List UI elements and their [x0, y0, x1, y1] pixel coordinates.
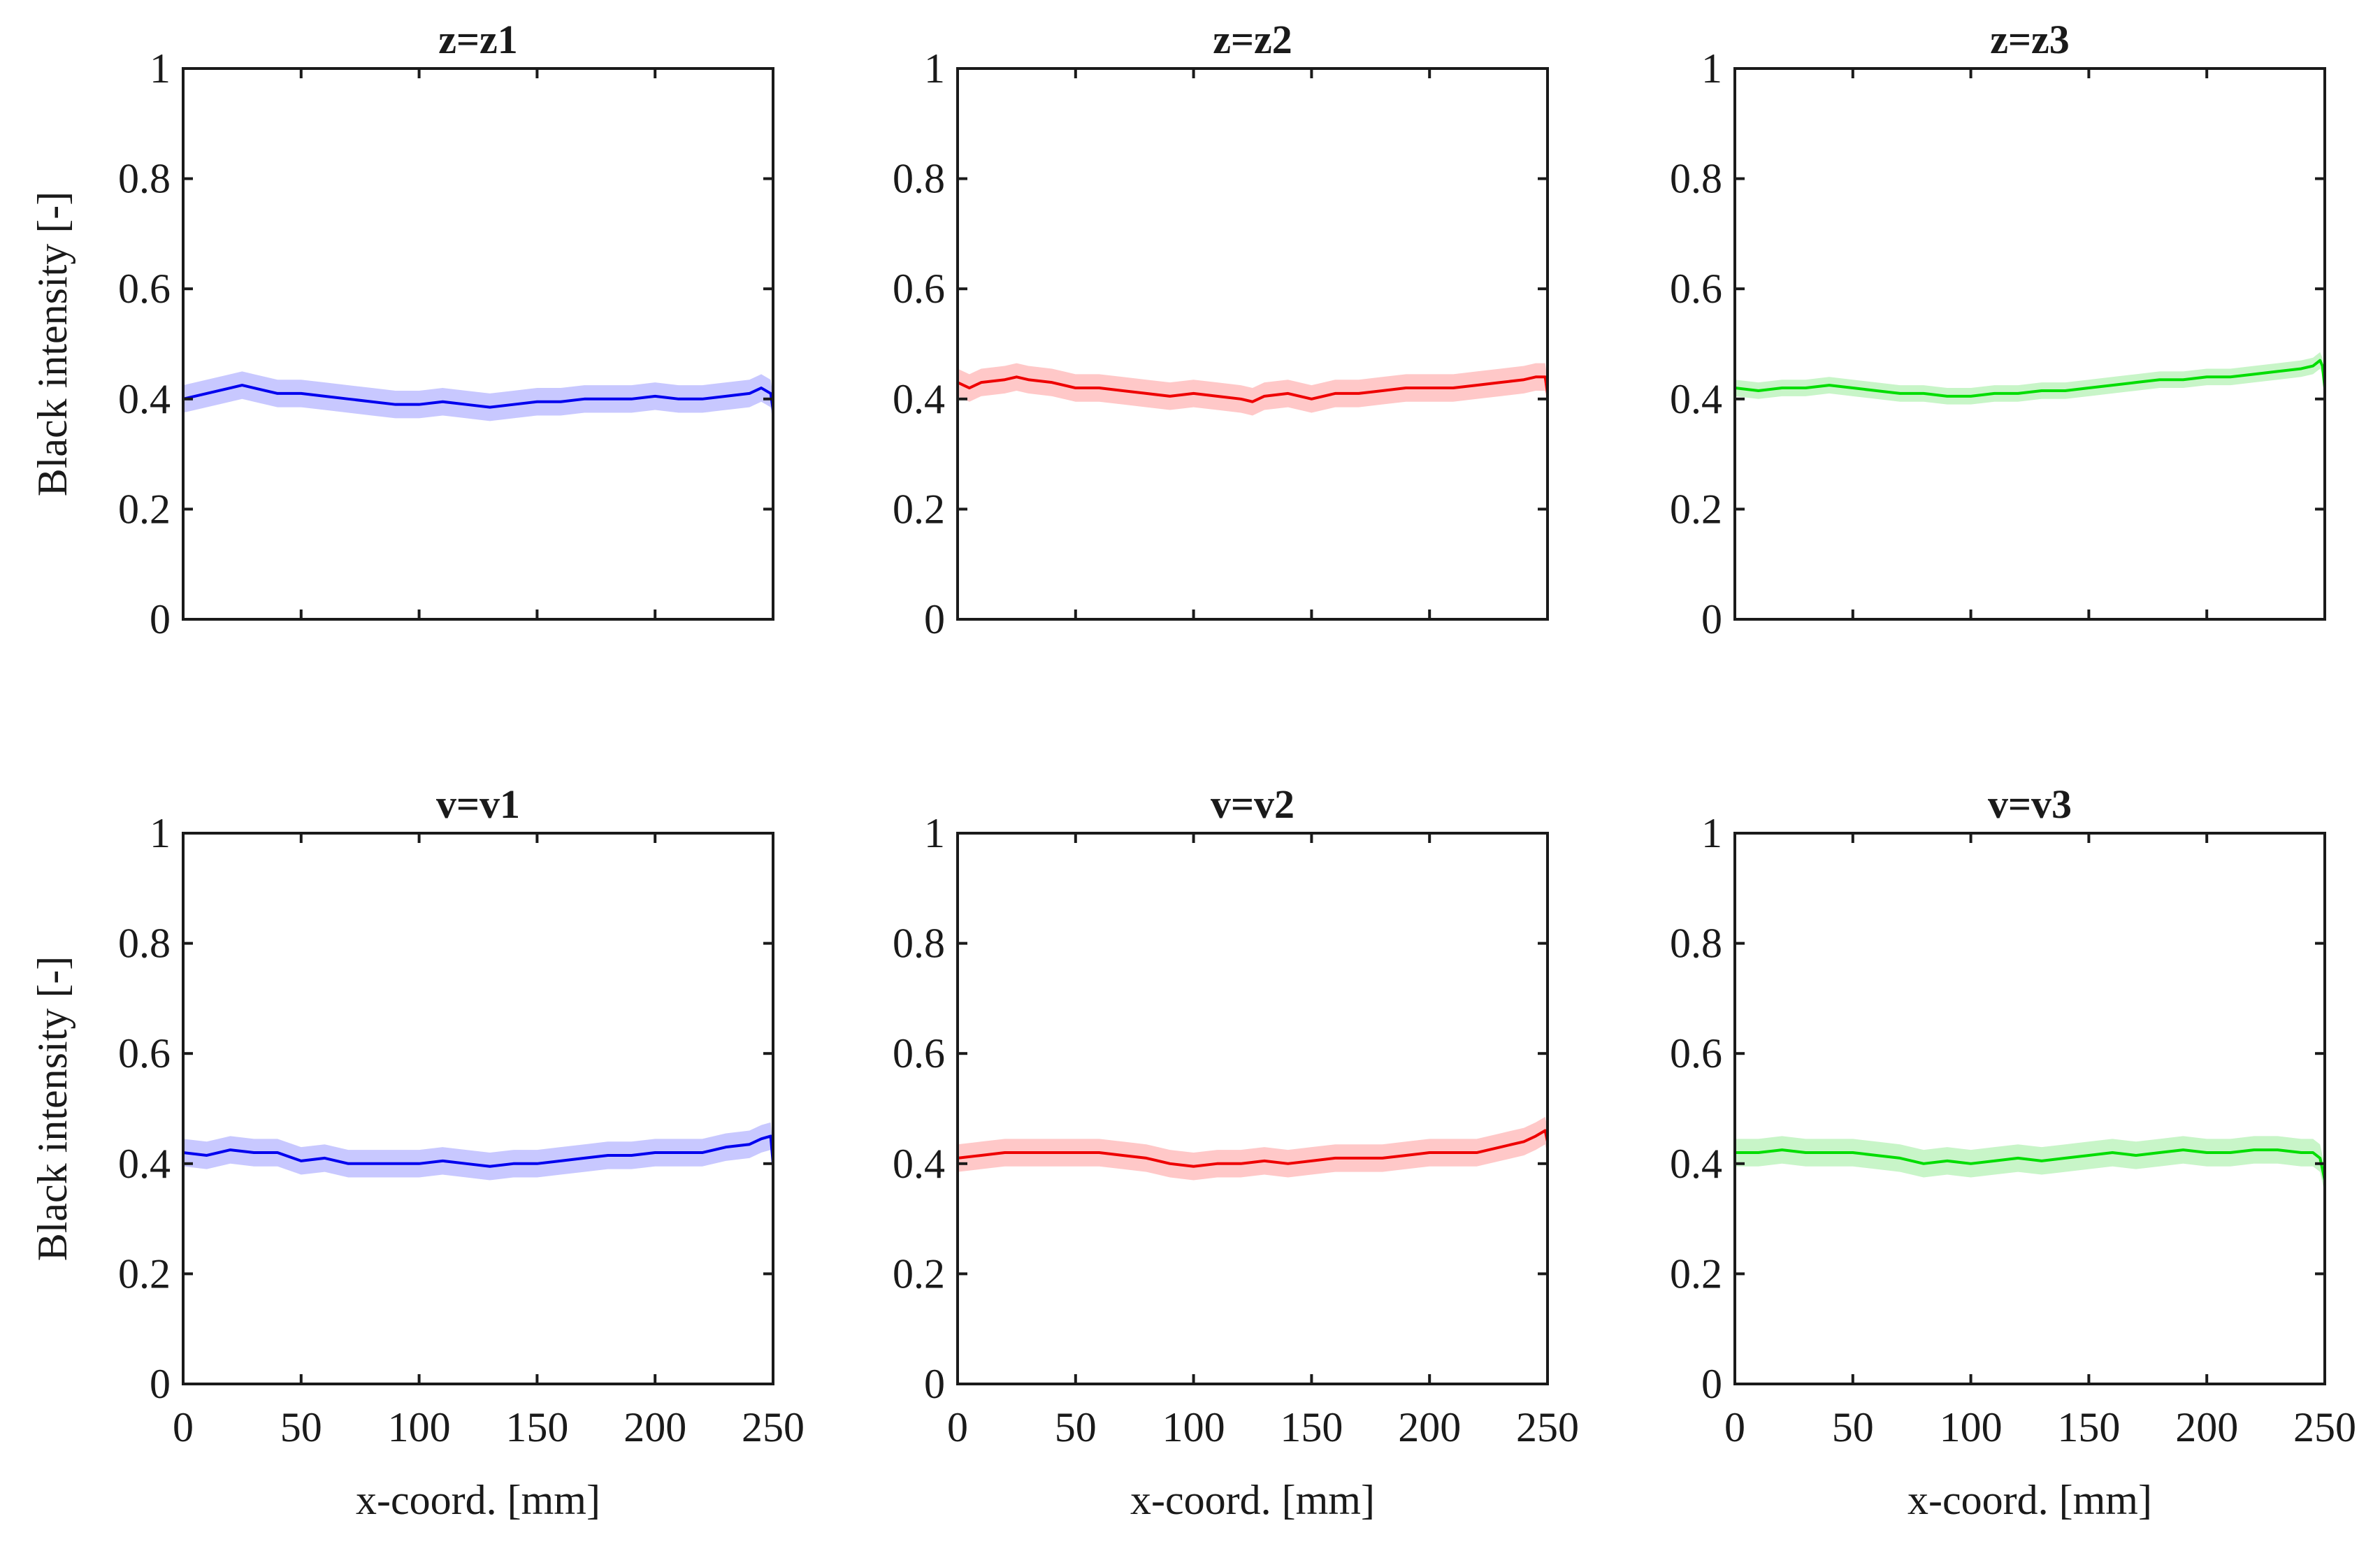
y-tick-label: 0.6: [1670, 266, 1722, 312]
x-tick-label: 200: [2175, 1404, 2238, 1450]
y-tick-label: 0.4: [1670, 1141, 1722, 1187]
subplot-title: z=z1: [438, 17, 518, 62]
y-tick-label: 0.2: [118, 1250, 171, 1297]
y-tick-label: 1: [150, 810, 171, 856]
x-tick-label: 200: [1398, 1404, 1461, 1450]
subplot-title: v=v3: [1988, 781, 2072, 827]
subplot-1: z=z1 0 0.2 0.4 0.6 0.8 1 Black intensity [-]: [29, 17, 774, 642]
y-tick-label: 0.2: [893, 1250, 945, 1297]
x-tick-label: 0: [1724, 1404, 1745, 1450]
y-tick-label: 0.6: [118, 1030, 171, 1076]
axes-frame: [1733, 67, 2326, 621]
x-tick-label: 100: [1162, 1404, 1225, 1450]
axes-frame: [1733, 832, 2326, 1385]
x-tick-label: 250: [1516, 1404, 1579, 1450]
y-tick-label: 0.4: [1670, 376, 1722, 422]
axes-frame: [182, 832, 774, 1385]
series-line: [182, 384, 774, 410]
confidence-band: [1735, 1136, 2325, 1195]
y-tick-label: 1: [924, 810, 945, 856]
x-tick-label: 100: [388, 1404, 451, 1450]
subplot-title: z=z2: [1213, 17, 1292, 62]
y-tick-label: 0.2: [118, 486, 171, 532]
subplot-title: v=v1: [436, 781, 520, 827]
y-tick-label: 0.8: [893, 156, 945, 202]
y-tick-label: 0.4: [118, 376, 171, 422]
x-tick-label: 250: [742, 1404, 805, 1450]
x-tick-label: 100: [1940, 1404, 2003, 1450]
y-tick-label: 0.6: [893, 1030, 945, 1076]
y-axis-label: Black intensity [-]: [29, 956, 75, 1262]
y-tick-label: 0.8: [1670, 921, 1722, 967]
y-tick-label: 1: [1701, 45, 1722, 92]
subplot-3: z=z3 0 0.2 0.4 0.6 0.8 1: [1670, 17, 2326, 642]
x-tick-label: 0: [173, 1404, 194, 1450]
series-line: [1734, 359, 2326, 398]
x-tick-label: 200: [623, 1404, 686, 1450]
y-tick-label: 0: [924, 596, 945, 642]
x-tick-label: 0: [947, 1404, 968, 1450]
y-axis-label: Black intensity [-]: [29, 192, 75, 497]
subplot-title: z=z3: [1990, 17, 2070, 62]
confidence-band: [183, 1122, 773, 1181]
y-tick-label: 0: [1701, 1361, 1722, 1407]
y-tick-label: 1: [150, 45, 171, 92]
x-tick-label: 150: [505, 1404, 568, 1450]
series-line: [182, 1134, 774, 1168]
y-tick-label: 0: [1701, 596, 1722, 642]
y-tick-label: 1: [924, 45, 945, 92]
y-tick-label: 0.8: [893, 921, 945, 967]
subplot-title: v=v2: [1211, 781, 1294, 827]
y-tick-label: 0: [924, 1361, 945, 1407]
x-axis-label: x-coord. [mm]: [356, 1477, 600, 1523]
series-line: [1735, 1148, 2326, 1181]
y-tick-label: 0.6: [893, 266, 945, 312]
x-tick-label: 250: [2293, 1404, 2356, 1450]
y-tick-label: 0.2: [1670, 1250, 1722, 1297]
axes-frame: [956, 67, 1549, 621]
subplot-5: v=v2 0 0.2 0.4 0.6 0.8 1 0 50 100 150 200 250 x-coord…: [893, 781, 1579, 1523]
subplot-2: z=z2 0 0.2 0.4 0.6 0.8 1: [893, 17, 1549, 642]
subplot-6: v=v3 0 0.2 0.4 0.6 0.8 1 0 50 100 150 200 250 x-coord…: [1670, 781, 2356, 1523]
y-tick-label: 0.4: [893, 1141, 945, 1187]
x-tick-label: 150: [1280, 1404, 1343, 1450]
confidence-band: [958, 363, 1548, 416]
x-tick-label: 50: [1055, 1404, 1097, 1450]
x-tick-label: 50: [1832, 1404, 1874, 1450]
y-tick-label: 0.4: [893, 376, 945, 422]
y-tick-label: 0.8: [118, 156, 171, 202]
y-tick-label: 0: [150, 1361, 171, 1407]
axes-frame: [956, 832, 1549, 1385]
x-tick-label: 50: [280, 1404, 322, 1450]
x-axis-label: x-coord. [mm]: [1130, 1477, 1375, 1523]
y-tick-label: 0.8: [118, 921, 171, 967]
y-tick-label: 0.2: [1670, 486, 1722, 532]
y-tick-label: 1: [1701, 810, 1722, 856]
series-line: [957, 375, 1549, 403]
confidence-band: [958, 1116, 1548, 1181]
subplot-4: v=v1 0 0.2 0.4 0.6 0.8 1 0 50 100 150 200 250 x-coord…: [29, 781, 805, 1523]
confidence-band: [183, 371, 773, 424]
y-tick-label: 0.2: [893, 486, 945, 532]
x-axis-label: x-coord. [mm]: [1907, 1477, 2152, 1523]
y-tick-label: 0.6: [1670, 1030, 1722, 1076]
y-tick-label: 0.4: [118, 1141, 171, 1187]
y-tick-label: 0: [150, 596, 171, 642]
y-tick-label: 0.8: [1670, 156, 1722, 202]
x-tick-label: 150: [2057, 1404, 2120, 1450]
axes-frame: [182, 67, 774, 621]
series-line: [957, 1129, 1549, 1168]
confidence-band: [1735, 352, 2325, 405]
y-tick-label: 0.6: [118, 266, 171, 312]
